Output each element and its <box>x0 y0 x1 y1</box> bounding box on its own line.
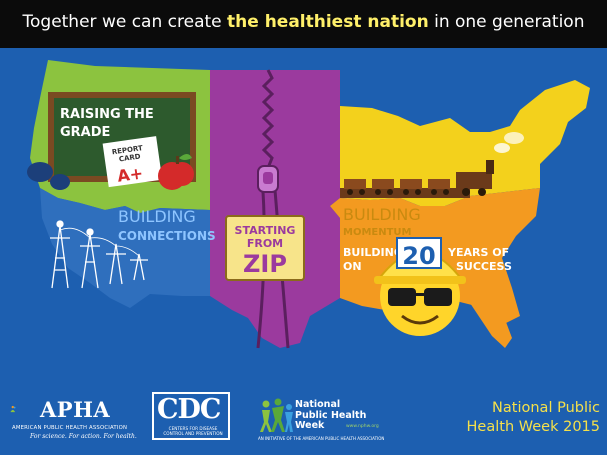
banner-text-part1: Together we can create <box>22 12 228 32</box>
nphw-line3: Week <box>295 420 325 431</box>
zip-line3: ZIP <box>243 250 287 278</box>
event-title-line2: Health Week 2015 <box>466 419 600 435</box>
building-momentum-line2: MOMENTUM <box>343 227 412 238</box>
apha-name: APHA <box>40 397 111 422</box>
cdc-name: CDC <box>157 394 221 425</box>
banner-headline: Together we can create the healthiest na… <box>0 12 607 32</box>
purple-region <box>210 70 340 348</box>
zipper-pull-icon <box>257 165 279 193</box>
nphw-line1: National <box>295 399 341 410</box>
building-connections-line1: BUILDING <box>118 207 196 226</box>
blue-region <box>40 188 210 308</box>
event-title: National Public Health Week 2015 <box>432 399 600 437</box>
report-card: REPORT CARD A+ <box>102 136 163 188</box>
cdc-full-line2: CONTROL AND PREVENTION <box>163 431 223 436</box>
report-card-grade: A+ <box>116 163 144 185</box>
nphw-url: www.nphw.org <box>346 424 379 429</box>
chalkboard-line2: GRADE <box>60 125 110 140</box>
event-title-line1: National Public <box>492 400 600 416</box>
zip-line2: FROM <box>247 237 283 250</box>
building-connections-line2: CONNECTIONS <box>118 229 216 243</box>
years-number: 20 <box>402 242 435 270</box>
footer-bar <box>0 378 607 455</box>
us-map-illustration: RAISING THE GRADE REPORT CARD A+ BUILDIN… <box>27 60 590 349</box>
apha-tagline: For science. For action. For health. <box>30 433 137 440</box>
zip-sign <box>225 215 305 281</box>
zipper-teeth <box>261 69 275 169</box>
top-banner <box>0 0 607 48</box>
cdc-full-name: CENTERS FOR DISEASE CONTROL AND PREVENTIO… <box>158 426 228 436</box>
banner-highlight: the healthiest nation <box>227 12 429 32</box>
cdc-logo-frame <box>152 392 230 440</box>
power-towers-icon <box>50 220 148 289</box>
years-line2: SUCCESS <box>456 260 512 273</box>
nphw-line2: Public Health <box>295 409 367 421</box>
speech-bubbles-icon <box>27 162 70 190</box>
zip-line1: STARTING <box>235 224 296 237</box>
apha-full-name: AMERICAN PUBLIC HEALTH ASSOCIATION <box>12 425 128 431</box>
apha-logo <box>10 405 16 413</box>
banner-text-part2: in one generation <box>428 12 585 32</box>
building-on-line2: ON <box>343 260 362 273</box>
chalkboard-line1: RAISING THE <box>60 107 154 122</box>
hard-hat-smiley-icon <box>374 237 466 336</box>
train-icon <box>340 132 524 198</box>
florida <box>470 303 512 348</box>
yellow-region <box>340 80 590 206</box>
building-on-line1: BUILDING <box>343 246 403 259</box>
nphw-people-icon <box>260 398 293 432</box>
report-card-line2: CARD <box>118 152 141 163</box>
nphw-title: National Public Health Week <box>295 399 367 432</box>
cdc-full-line1: CENTERS FOR DISEASE <box>168 426 218 431</box>
apple-icon <box>158 154 194 190</box>
years-line1: YEARS OF <box>447 246 509 259</box>
nphw-subtitle: AN INITIATIVE OF THE AMERICAN PUBLIC HEA… <box>258 436 385 441</box>
building-momentum-line1: BUILDING <box>343 205 421 224</box>
